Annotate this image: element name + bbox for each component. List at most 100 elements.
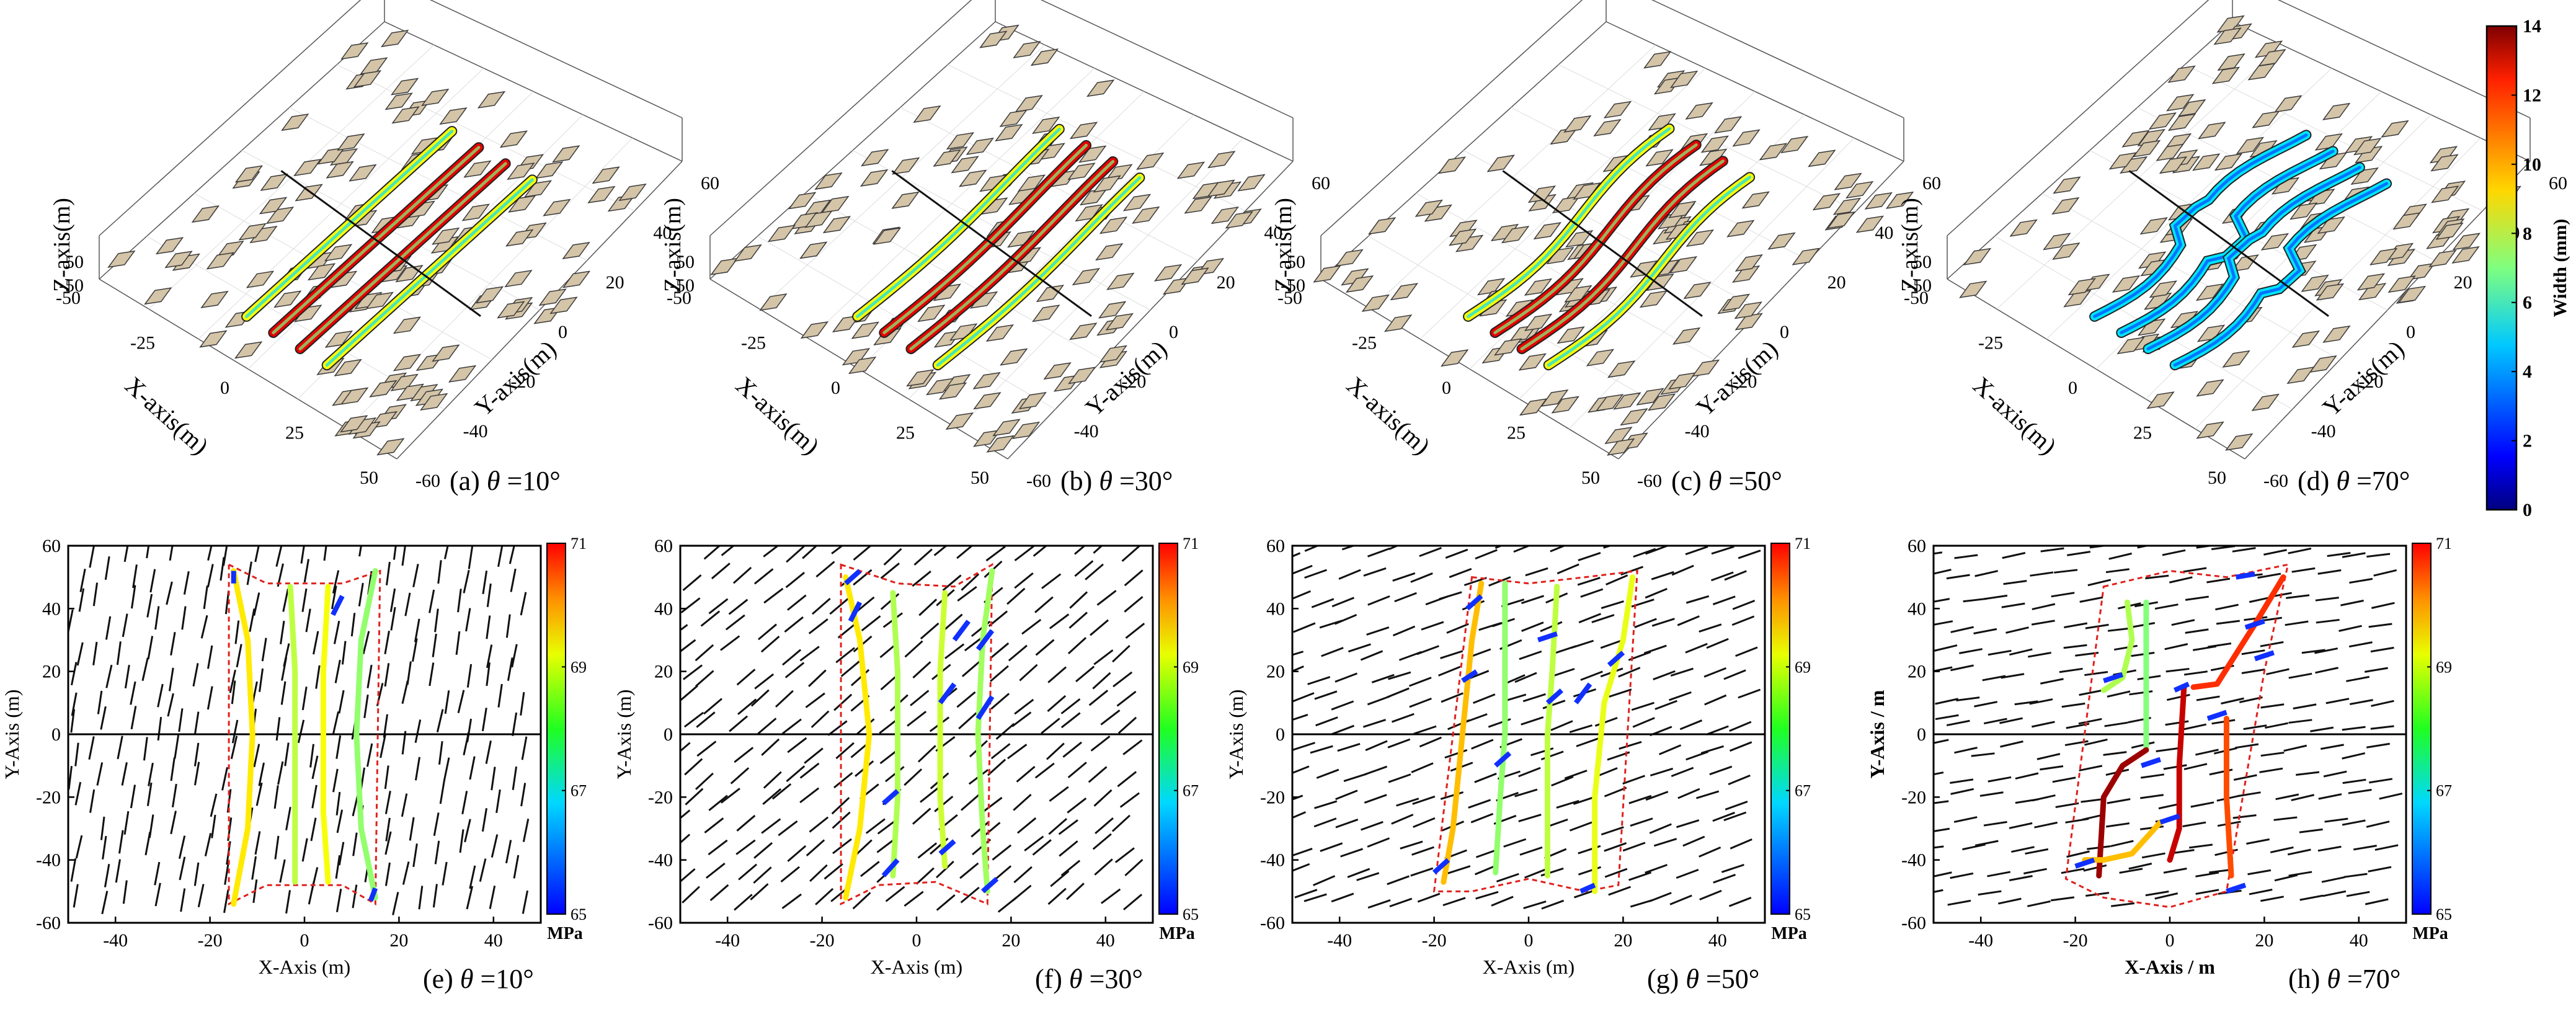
natural-fracture <box>1335 819 1359 829</box>
natural-fracture <box>1987 871 2011 878</box>
natural-fracture <box>1934 666 1953 672</box>
natural-fracture-plate <box>2381 120 2409 138</box>
natural-fracture <box>936 894 956 911</box>
natural-fracture-plate <box>800 321 829 339</box>
natural-fracture <box>2040 678 2064 685</box>
z-tick-label: 50 <box>1913 252 1932 272</box>
y-tick-label: 40 <box>42 598 61 619</box>
natural-fracture-plate <box>155 237 184 255</box>
natural-fracture <box>1723 669 1746 680</box>
natural-fracture-plate <box>1181 267 1209 285</box>
natural-fracture <box>1709 765 1733 776</box>
natural-fracture-plate <box>1827 211 1855 229</box>
y-tick-label: -60 <box>1026 471 1051 491</box>
natural-fracture <box>1643 644 1667 654</box>
natural-fracture-plate <box>767 224 796 242</box>
natural-fracture <box>918 598 938 616</box>
natural-fracture <box>1012 884 1032 902</box>
natural-fracture <box>1292 564 1313 575</box>
natural-fracture-plate <box>1106 272 1135 290</box>
natural-fracture <box>89 546 95 568</box>
natural-fracture <box>74 742 79 767</box>
x-tick-label: -25 <box>741 333 766 353</box>
natural-fracture-plate <box>2274 95 2303 113</box>
natural-fracture <box>455 631 461 655</box>
panel-caption-3d: (b) θ =30° <box>1060 466 1173 496</box>
natural-fracture-plate <box>2431 185 2459 203</box>
natural-fracture <box>259 668 264 692</box>
natural-fracture-plate <box>1345 275 1374 293</box>
natural-fracture-plate <box>1563 115 1592 133</box>
stimulated-boundary <box>2064 563 2290 909</box>
natural-fracture <box>840 660 860 677</box>
natural-fracture <box>1541 899 1565 910</box>
stress-colorbar-unit: MPa <box>1771 924 1807 943</box>
natural-fracture <box>787 594 807 611</box>
natural-fracture <box>1934 771 1944 776</box>
natural-fracture-plate <box>260 173 288 191</box>
y-tick-label: -20 <box>1121 371 1146 392</box>
natural-fracture-plate <box>1864 192 1893 210</box>
natural-fracture <box>335 735 342 759</box>
natural-fracture-plate <box>951 156 979 174</box>
natural-fracture <box>429 662 435 687</box>
x-tick-label: -20 <box>1422 930 1447 951</box>
natural-fracture <box>323 546 327 561</box>
natural-fracture <box>1392 625 1416 637</box>
natural-fracture <box>1671 767 1694 778</box>
natural-fracture <box>728 598 748 615</box>
natural-fracture <box>1600 639 1623 649</box>
natural-fracture <box>1728 897 1752 907</box>
natural-fracture-plate <box>1122 193 1152 211</box>
natural-fracture <box>1950 626 1974 633</box>
natural-fracture <box>936 860 954 879</box>
natural-fracture <box>1519 846 1543 856</box>
natural-fracture-plate <box>1648 393 1676 411</box>
natural-fracture <box>489 886 496 909</box>
natural-fracture-plate <box>2258 49 2286 67</box>
natural-fracture <box>831 797 850 815</box>
natural-fracture <box>2288 719 2312 724</box>
natural-fracture <box>990 642 1010 659</box>
natural-fracture-plate <box>340 387 369 405</box>
width-colorbar: 14 12 10 8 6 4 2 0 Width (mm) <box>2485 16 2570 520</box>
natural-fracture <box>457 589 462 613</box>
natural-fracture-plate <box>1645 149 1674 167</box>
natural-fracture <box>1676 868 1699 879</box>
natural-fracture <box>720 788 740 804</box>
x-tick-label: -40 <box>1327 930 1352 951</box>
activated-natural-fracture <box>981 877 999 894</box>
natural-fracture <box>920 786 939 803</box>
natural-fracture <box>961 660 981 677</box>
natural-fracture-plate <box>1595 394 1624 412</box>
natural-fracture <box>2366 820 2390 828</box>
natural-fracture <box>1062 741 1082 758</box>
natural-fracture <box>1934 551 1943 555</box>
natural-fracture <box>2051 896 2075 902</box>
natural-fracture <box>362 631 370 654</box>
natural-fracture-plate <box>2167 65 2196 83</box>
hydraulic-fracture <box>890 590 901 879</box>
natural-fracture <box>850 669 870 687</box>
natural-fracture <box>75 835 83 859</box>
natural-fracture-plate <box>2290 202 2318 220</box>
natural-fracture <box>338 690 345 714</box>
y-tick-label: 60 <box>2549 173 2567 193</box>
natural-fracture <box>486 615 491 639</box>
hydraulic-fractures <box>241 126 538 371</box>
stress-colorbar-tick-label: 69 <box>571 658 587 676</box>
x-tick-label: 0 <box>1524 930 1534 951</box>
natural-fracture <box>2009 648 2033 656</box>
natural-fracture-plate <box>1105 313 1134 331</box>
natural-fracture <box>104 556 110 580</box>
natural-fracture <box>1735 646 1758 657</box>
natural-fracture <box>754 673 775 690</box>
box-edge <box>1947 0 2210 236</box>
natural-fracture <box>207 686 213 710</box>
natural-fracture <box>1121 546 1141 562</box>
natural-fracture-plate <box>2214 153 2243 171</box>
natural-fracture-plate <box>1437 156 1467 174</box>
natural-fracture <box>2059 667 2083 673</box>
natural-fracture <box>1088 766 1108 783</box>
natural-fracture <box>1367 837 1390 848</box>
